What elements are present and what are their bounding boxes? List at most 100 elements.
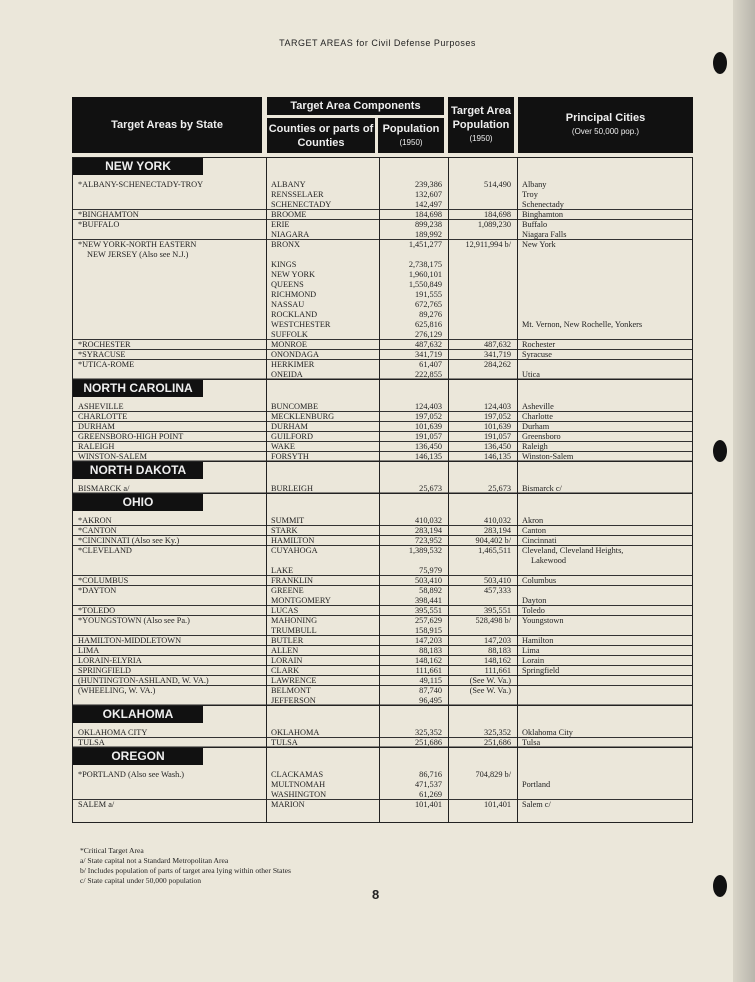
table-row: LORAIN-ELYRIA LORAIN 148,162 148,162 Lorain	[73, 656, 692, 666]
target-area: *DAYTON	[78, 586, 117, 595]
county: LAKE	[271, 566, 294, 575]
principal-city	[517, 566, 694, 576]
row-line: JEFFERSON 96,495	[73, 696, 692, 706]
county-population: 96,495	[419, 696, 442, 705]
principal-city: Springfield	[522, 666, 560, 675]
county-population: 147,203	[415, 636, 442, 645]
principal-city: Lakewood	[531, 556, 567, 565]
county: ONONDAGA	[271, 350, 319, 359]
target-area: OKLAHOMA CITY	[78, 728, 148, 737]
principal-city	[517, 310, 694, 320]
county: CUYAHOGA	[271, 546, 318, 555]
target-population: 146,135	[484, 452, 511, 461]
county-population: 899,238	[415, 220, 442, 229]
table-row: *TOLEDO LUCAS 395,551 395,551 Toledo	[73, 606, 692, 616]
target-population: 148,162	[484, 656, 511, 665]
county-population: 503,410	[415, 576, 442, 585]
county: RICHMOND	[271, 290, 317, 299]
table-row: *CANTON STARK 283,194 283,194 Canton	[73, 526, 692, 536]
county-population: 58,892	[419, 586, 442, 595]
county-population: 1,960,101	[408, 270, 442, 279]
county-population: 191,057	[415, 432, 442, 441]
target-population	[448, 250, 517, 260]
target-area: CHARLOTTE	[78, 412, 128, 421]
row-line: RALEIGH WAKE 136,450 136,450 Raleigh	[73, 442, 692, 452]
county: DURHAM	[271, 422, 308, 431]
row-line: *NEW YORK-NORTH EASTERN BRONX 1,451,277 12,…	[73, 240, 692, 250]
table-row: OKLAHOMA CITY OKLAHOMA 325,352 325,352 Oklah…	[73, 728, 692, 738]
header-population: Population (1950)	[378, 118, 444, 153]
target-population	[448, 780, 517, 790]
table-row: (HUNTINGTON-ASHLAND, W. VA.) LAWRENCE 49,1…	[73, 676, 692, 686]
principal-city: New York	[522, 240, 556, 249]
footnote: b/ Includes population of parts of targe…	[80, 866, 291, 875]
county-population: 672,765	[415, 300, 442, 309]
county: ROCKLAND	[271, 310, 318, 319]
row-line: *BINGHAMTON BROOME 184,698 184,698 Binghamto…	[73, 210, 692, 220]
county: MONTGOMERY	[271, 596, 331, 605]
county: NIAGARA	[271, 230, 310, 239]
principal-city	[517, 290, 694, 300]
county: KINGS	[271, 260, 297, 269]
header-target-pop: Target Area Population (1950)	[448, 97, 514, 153]
table-row: *YOUNGSTOWN (Also see Pa.) MAHONING 257,62…	[73, 616, 692, 636]
target-population: 184,698	[484, 210, 511, 219]
target-population: 25,673	[488, 484, 511, 493]
row-line: SALEM a/MARION 101,401 101,401 Salem c/	[73, 800, 692, 810]
row-line: WINSTON-SALEM FORSYTH 146,135 146,135 Winsto…	[73, 452, 692, 462]
row-line: LIMA ALLEN 88,183 88,183 Lima	[73, 646, 692, 656]
county-population: 341,719	[415, 350, 442, 359]
target-area	[73, 280, 266, 290]
county: WASHINGTON	[271, 790, 327, 799]
county-population: 2,738,175	[408, 260, 442, 269]
target-area: SPRINGFIELD	[78, 666, 132, 675]
principal-city: Hamilton	[522, 636, 554, 645]
target-population: 12,911,994 b/	[465, 240, 511, 249]
target-population	[448, 200, 517, 210]
target-population	[448, 190, 517, 200]
principal-city: Akron	[522, 516, 544, 525]
county: ALBANY	[271, 180, 306, 189]
row-line: WASHINGTON 61,269	[73, 790, 692, 800]
county: HAMILTON	[271, 536, 315, 545]
county-population: 142,497	[415, 200, 442, 209]
target-area	[73, 330, 266, 340]
county-population: 398,441	[415, 596, 442, 605]
target-population: 457,333	[484, 586, 511, 595]
county-population: 1,550,849	[408, 280, 442, 289]
row-line: Lakewood	[73, 556, 692, 566]
principal-city	[517, 586, 694, 596]
county: LORAIN	[271, 656, 303, 665]
principal-city	[517, 330, 694, 340]
target-area: *ROCHESTER	[78, 340, 131, 349]
target-area	[73, 566, 266, 576]
principal-city: Columbus	[522, 576, 557, 585]
page-edge	[733, 0, 755, 982]
county-population: 1,451,277	[408, 240, 442, 249]
county-population: 222,855	[415, 370, 442, 379]
page-number: 8	[372, 887, 380, 902]
county-population: 86,716	[419, 770, 442, 779]
target-area	[73, 200, 266, 210]
principal-city: Toledo	[522, 606, 545, 615]
target-area: *COLUMBUS	[78, 576, 129, 585]
county-population: 395,551	[415, 606, 442, 615]
target-population: 410,032	[484, 516, 511, 525]
target-area: DURHAM	[78, 422, 115, 431]
county: MARION	[271, 800, 305, 809]
principal-city: Mt. Vernon, New Rochelle, Yonkers	[522, 320, 643, 329]
county-population: 410,032	[415, 516, 442, 525]
table-row: *UTICA-ROME HERKIMER 61,407 284,262 ONEIDA 22…	[73, 360, 692, 380]
principal-city	[517, 696, 694, 706]
target-population: 283,194	[484, 526, 511, 535]
county-population: 49,115	[419, 676, 442, 685]
target-population	[448, 320, 517, 330]
county-population: 1,389,532	[408, 546, 442, 555]
row-line: (WHEELING, W. VA.) BELMONT 87,740 (See W. V…	[73, 686, 692, 696]
county: BROOME	[271, 210, 307, 219]
target-area: *CINCINNATI (Also see Ky.)	[78, 536, 180, 545]
county-population: 61,269	[419, 790, 442, 799]
target-area: LORAIN-ELYRIA	[78, 656, 142, 665]
row-line: TULSA TULSA 251,686 251,686 Tulsa	[73, 738, 692, 748]
row-line: *DAYTON GREENE 58,892 457,333	[73, 586, 692, 596]
